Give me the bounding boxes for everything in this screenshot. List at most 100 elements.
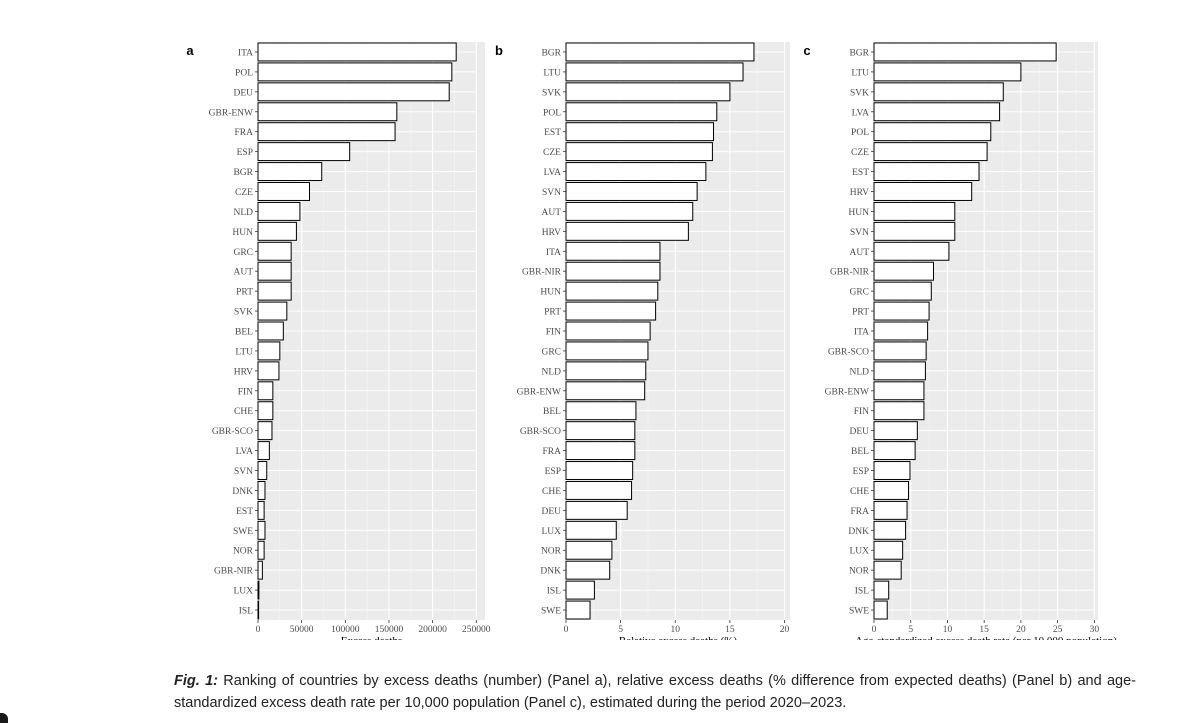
bar-a-bgr <box>257 162 323 182</box>
y-tick-label: ITA <box>238 48 253 58</box>
x-tick-label: 200000 <box>418 625 447 635</box>
bar-a-aut <box>257 261 292 281</box>
bar-c-grc <box>873 281 932 301</box>
y-tick-label: SVK <box>542 88 561 98</box>
x-tick-label: 15 <box>979 625 989 635</box>
bar-c-est <box>873 162 980 182</box>
y-tick-label: LTU <box>543 68 561 78</box>
y-tick-label: DEU <box>849 427 869 437</box>
y-tick-label: DEU <box>233 88 253 98</box>
y-tick-label: HUN <box>540 288 561 298</box>
x-axis-title: Excess deaths <box>341 635 402 640</box>
y-tick-label: DEU <box>541 507 561 517</box>
y-tick-label: DNK <box>848 527 869 537</box>
y-tick-label: ESP <box>545 467 561 477</box>
y-tick-label: ITA <box>854 328 869 338</box>
bar-c-svk <box>873 82 1004 102</box>
bar-c-swe <box>873 600 888 620</box>
bar-c-lux <box>873 540 904 560</box>
bar-a-hrv <box>257 361 280 381</box>
x-tick-label: 20 <box>1016 625 1026 635</box>
y-tick-label: SVN <box>542 188 561 198</box>
y-tick-label: GBR-ENW <box>209 108 253 118</box>
caption-text: Ranking of countries by excess deaths (n… <box>174 673 1136 711</box>
figure-caption: Fig. 1: Ranking of countries by excess d… <box>174 670 1136 714</box>
bar-b-est <box>565 122 715 142</box>
bar-a-nor <box>257 540 265 560</box>
x-tick-label: 50000 <box>290 625 314 635</box>
y-tick-label: CZE <box>235 188 253 198</box>
bar-a-ltu <box>257 341 281 361</box>
bar-b-pol <box>565 102 718 122</box>
y-tick-label: SVN <box>234 467 253 477</box>
y-tick-label: LTU <box>235 347 253 357</box>
x-tick-label: 10 <box>671 625 681 635</box>
bar-b-deu <box>565 500 628 520</box>
bar-b-hrv <box>565 221 689 241</box>
y-tick-label: HUN <box>848 208 869 218</box>
bar-a-cze <box>257 182 311 201</box>
bar-b-isl <box>565 580 595 600</box>
y-tick-label: BEL <box>235 328 253 338</box>
bar-a-che <box>257 401 274 421</box>
x-tick-label: 250000 <box>462 625 491 635</box>
bar-c-gbr-nir <box>873 261 934 281</box>
bar-b-fra <box>565 441 636 461</box>
bar-c-prt <box>873 301 930 321</box>
panel-label-b: b <box>495 43 503 58</box>
x-axis-title: Relative excess deaths (%) <box>619 635 738 640</box>
y-tick-label: NLD <box>541 367 561 377</box>
y-tick-label: GBR-SCO <box>828 347 869 357</box>
bar-c-gbr-enw <box>873 381 925 401</box>
bar-b-hun <box>565 281 659 301</box>
y-tick-label: SVN <box>850 228 869 238</box>
x-tick-label: 25 <box>1053 625 1063 635</box>
bar-c-deu <box>873 421 918 441</box>
y-tick-label: GRC <box>541 347 561 357</box>
y-tick-label: CHE <box>234 407 253 417</box>
bar-a-esp <box>257 142 351 162</box>
y-tick-label: GBR-ENW <box>825 387 869 397</box>
bar-b-swe <box>565 600 591 620</box>
bar-b-gbr-sco <box>565 421 636 441</box>
y-tick-label: ISL <box>239 607 253 617</box>
y-tick-label: LVA <box>544 168 562 178</box>
bar-a-hun <box>257 221 297 241</box>
x-tick-label: 5 <box>908 625 913 635</box>
x-tick-label: 15 <box>725 625 735 635</box>
y-tick-label: LUX <box>541 527 561 537</box>
bar-c-bgr <box>873 42 1057 62</box>
x-tick-label: 30 <box>1090 625 1100 635</box>
y-tick-label: AUT <box>541 208 561 218</box>
bar-b-lva <box>565 162 707 182</box>
y-tick-label: FIN <box>546 328 561 338</box>
y-tick-label: HUN <box>232 228 253 238</box>
x-tick-label: 5 <box>618 625 623 635</box>
bar-a-gbr-enw <box>257 102 398 122</box>
y-tick-label: GBR-SCO <box>520 427 561 437</box>
y-tick-label: SVK <box>234 308 253 318</box>
bar-b-svk <box>565 82 731 102</box>
panel-label-c: c <box>803 43 810 58</box>
bar-a-prt <box>257 281 292 301</box>
y-tick-label: BGR <box>233 168 253 178</box>
bar-b-grc <box>565 341 649 361</box>
y-tick-label: NOR <box>849 567 870 577</box>
bar-c-fra <box>873 500 908 520</box>
y-tick-label: FRA <box>235 128 254 138</box>
bar-b-prt <box>565 301 657 321</box>
y-tick-label: PRT <box>852 308 869 318</box>
y-tick-label: CHE <box>542 487 561 497</box>
bar-c-lva <box>873 102 1001 122</box>
bar-c-cze <box>873 142 988 162</box>
bar-b-svn <box>565 182 698 201</box>
y-tick-label: ITA <box>546 248 561 258</box>
bar-b-bgr <box>565 42 755 62</box>
y-tick-label: POL <box>851 128 869 138</box>
bar-a-lux <box>257 580 260 600</box>
bar-a-gbr-nir <box>257 560 263 580</box>
bar-c-bel <box>873 441 916 461</box>
y-tick-label: SWE <box>233 527 253 537</box>
y-tick-label: LUX <box>849 547 869 557</box>
bar-c-esp <box>873 461 911 480</box>
